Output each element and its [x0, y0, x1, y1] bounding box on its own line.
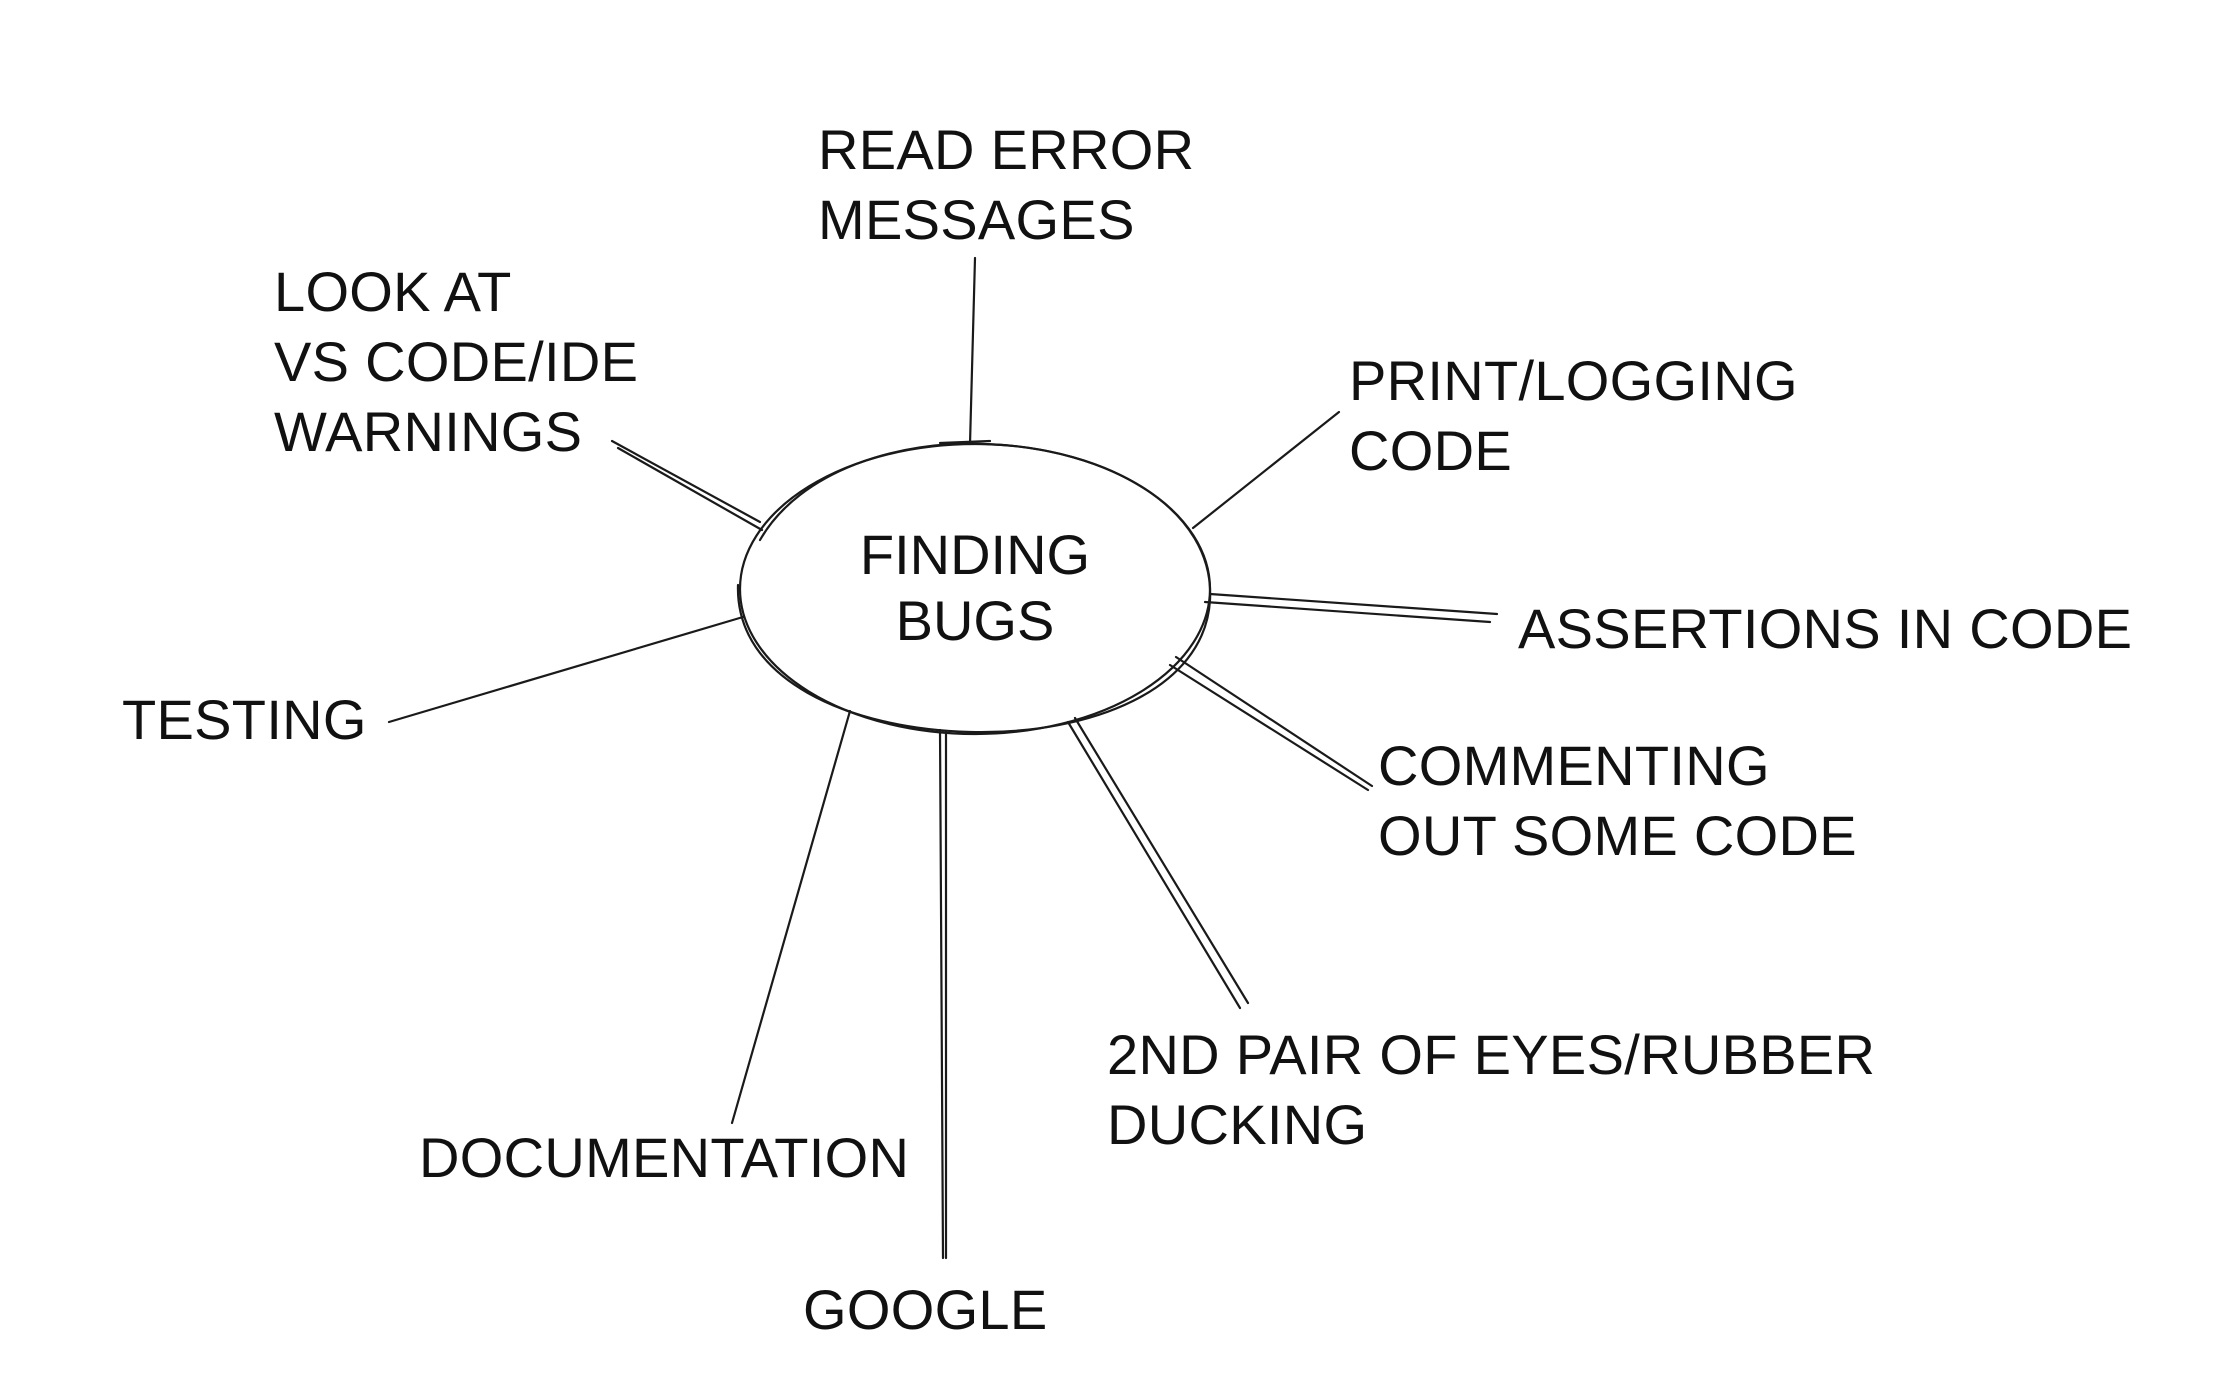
connector-commenting-2 [1168, 663, 1370, 792]
branch-read-errors-line-1: READ ERROR [818, 118, 1195, 181]
connector-rubber-ducking [1073, 716, 1250, 1005]
connector-print-logging [1191, 410, 1341, 530]
branch-print-logging-line-2: CODE [1349, 419, 1512, 482]
branch-ide-warnings: LOOK AT VS CODE/IDE WARNINGS [274, 257, 638, 467]
center-topic: FINDING BUGS [815, 522, 1135, 654]
connector-documentation [730, 709, 852, 1125]
center-oval-sketch-stroke [736, 442, 1212, 734]
branch-commenting-line-1: COMMENTING [1378, 734, 1770, 797]
branch-rubber-ducking-line-2: DUCKING [1107, 1093, 1368, 1156]
branch-read-errors: READ ERROR MESSAGES [818, 115, 1194, 255]
connector-rubber-ducking-2 [1066, 720, 1242, 1010]
branch-rubber-ducking-line-1: 2ND PAIR OF EYES/RUBBER [1107, 1023, 1876, 1086]
connector-commenting [1174, 655, 1374, 788]
connector-ide-warnings-2 [616, 446, 764, 532]
branch-assertions-line-1: ASSERTIONS IN CODE [1518, 597, 2133, 660]
connector-assertions-2 [1203, 600, 1492, 624]
branch-rubber-ducking: 2ND PAIR OF EYES/RUBBER DUCKING [1107, 1020, 1875, 1160]
center-topic-line-2: BUGS [895, 589, 1055, 652]
branch-google-line-1: GOOGLE [803, 1278, 1048, 1341]
branch-ide-warnings-line-2: VS CODE/IDE [274, 330, 639, 393]
center-topic-line-1: FINDING [859, 523, 1091, 586]
connector-read-errors-2 [938, 439, 992, 445]
connector-read-errors [968, 256, 977, 446]
branch-testing-line-1: TESTING [122, 688, 367, 751]
branch-testing: TESTING [122, 685, 367, 755]
branch-commenting: COMMENTING OUT SOME CODE [1378, 731, 1857, 871]
branch-read-errors-line-2: MESSAGES [818, 188, 1135, 251]
connector-testing [387, 615, 745, 724]
branch-ide-warnings-line-3: WARNINGS [274, 400, 583, 463]
branch-commenting-line-2: OUT SOME CODE [1378, 804, 1857, 867]
branch-google: GOOGLE [803, 1275, 1048, 1345]
branch-assertions: ASSERTIONS IN CODE [1518, 594, 2132, 664]
connector-ide-warnings [610, 439, 762, 524]
branch-print-logging: PRINT/LOGGING CODE [1349, 346, 1798, 486]
branch-documentation: DOCUMENTATION [419, 1123, 909, 1193]
branch-ide-warnings-line-1: LOOK AT [274, 260, 512, 323]
connector-assertions [1208, 592, 1499, 616]
connector-google [938, 728, 945, 1260]
branch-documentation-line-1: DOCUMENTATION [419, 1126, 910, 1189]
branch-print-logging-line-1: PRINT/LOGGING [1349, 349, 1798, 412]
